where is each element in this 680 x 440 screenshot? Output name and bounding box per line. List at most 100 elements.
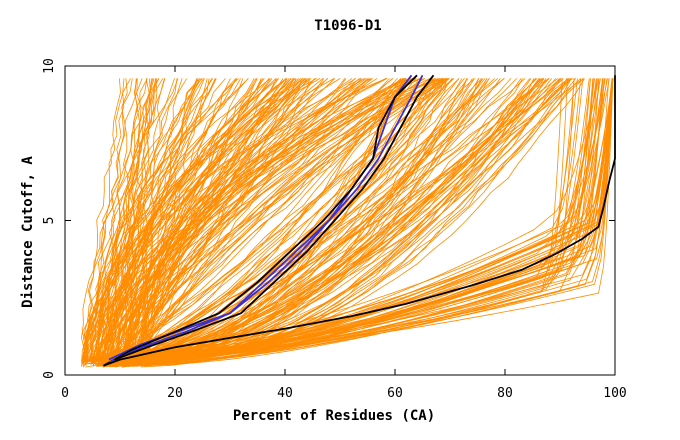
background-curve <box>84 78 450 366</box>
background-curve <box>129 78 455 365</box>
background-curve <box>87 78 131 362</box>
background-curve <box>113 78 398 362</box>
x-axis: 0 20 40 60 80 100 <box>61 66 627 401</box>
background-curve <box>86 78 453 361</box>
background-curve <box>94 78 148 366</box>
y-tick-label: 0 <box>42 371 57 379</box>
background-curve <box>143 78 600 363</box>
highlight-curve <box>108 74 424 364</box>
background-curve <box>134 78 447 364</box>
background-curve <box>110 78 562 361</box>
background-curve <box>142 78 150 367</box>
background-curve <box>89 78 490 365</box>
background-curve <box>81 78 188 365</box>
background-curve <box>110 78 614 367</box>
x-tick-label: 40 <box>277 386 293 401</box>
background-curve <box>110 78 160 359</box>
background-curve <box>88 78 217 361</box>
highlight-curve <box>103 74 418 367</box>
x-tick-label: 20 <box>167 386 183 401</box>
background-curve <box>83 78 603 361</box>
background-curve <box>144 78 572 367</box>
background-curve <box>84 78 317 363</box>
y-axis-label: Distance Cutoff, A <box>20 156 36 308</box>
background-curve <box>82 78 537 360</box>
y-tick-label: 10 <box>42 58 57 74</box>
background-curve <box>83 78 604 362</box>
background-curve <box>99 78 448 362</box>
background-curve <box>89 78 239 359</box>
background-curve <box>129 78 329 365</box>
background-curve <box>136 78 442 367</box>
background-curve <box>81 78 295 364</box>
background-curve <box>121 78 133 367</box>
background-curve <box>109 78 448 366</box>
x-tick-label: 60 <box>387 386 403 401</box>
background-curve <box>94 78 553 365</box>
background-curve <box>124 78 447 362</box>
background-curve <box>125 78 388 366</box>
background-curve <box>85 78 362 365</box>
background-curve <box>99 78 424 366</box>
background-curve <box>132 78 482 359</box>
background-curve <box>133 78 488 360</box>
background-curve <box>123 78 360 364</box>
y-axis: 0 5 10 <box>42 58 615 379</box>
background-curve <box>100 78 178 366</box>
background-curve <box>125 78 417 367</box>
highlight-curve <box>114 74 435 361</box>
background-curve <box>92 78 307 367</box>
background-curve <box>143 78 541 362</box>
background-curve <box>102 78 536 363</box>
background-curve <box>125 78 405 368</box>
highlight-curve <box>108 74 413 361</box>
background-curve <box>123 78 608 367</box>
background-curve <box>144 78 614 366</box>
background-curve <box>103 78 353 360</box>
background-curve <box>135 78 560 362</box>
background-curve <box>128 78 446 362</box>
background-curve <box>112 78 614 365</box>
background-curve <box>132 78 413 365</box>
x-tick-label: 80 <box>497 386 513 401</box>
background-curve <box>83 78 495 360</box>
x-tick-label: 100 <box>603 386 626 401</box>
background-curve <box>112 78 416 365</box>
background-curve <box>135 78 581 362</box>
x-tick-label: 0 <box>61 386 69 401</box>
background-curve <box>129 78 598 361</box>
background-curve <box>116 78 577 364</box>
background-curve <box>121 78 550 361</box>
background-curve <box>129 78 297 361</box>
background-curve <box>136 78 431 361</box>
background-curve <box>131 78 370 361</box>
background-curve <box>102 78 369 367</box>
background-curve <box>121 78 544 368</box>
background-curve <box>146 78 584 366</box>
background-curve <box>116 78 490 361</box>
background-curve <box>137 78 312 359</box>
background-curve <box>135 78 601 364</box>
background-curve <box>122 78 591 367</box>
chart-title: T1096-D1 <box>314 18 381 34</box>
background-curve <box>96 78 202 367</box>
background-curve <box>103 78 574 365</box>
background-curve <box>97 78 387 359</box>
background-curve <box>116 78 394 368</box>
background-curve <box>82 78 420 368</box>
background-curve <box>98 78 412 365</box>
background-curve <box>111 78 486 359</box>
background-curve <box>96 78 571 361</box>
background-curve <box>95 78 614 360</box>
background-curve <box>92 78 264 364</box>
background-curve <box>118 78 372 363</box>
background-curve <box>141 78 407 360</box>
background-curves <box>81 78 614 368</box>
background-curve <box>141 78 183 367</box>
background-curve <box>113 78 614 367</box>
background-curve <box>125 78 257 367</box>
background-curve <box>112 78 262 366</box>
background-curve <box>144 78 255 363</box>
